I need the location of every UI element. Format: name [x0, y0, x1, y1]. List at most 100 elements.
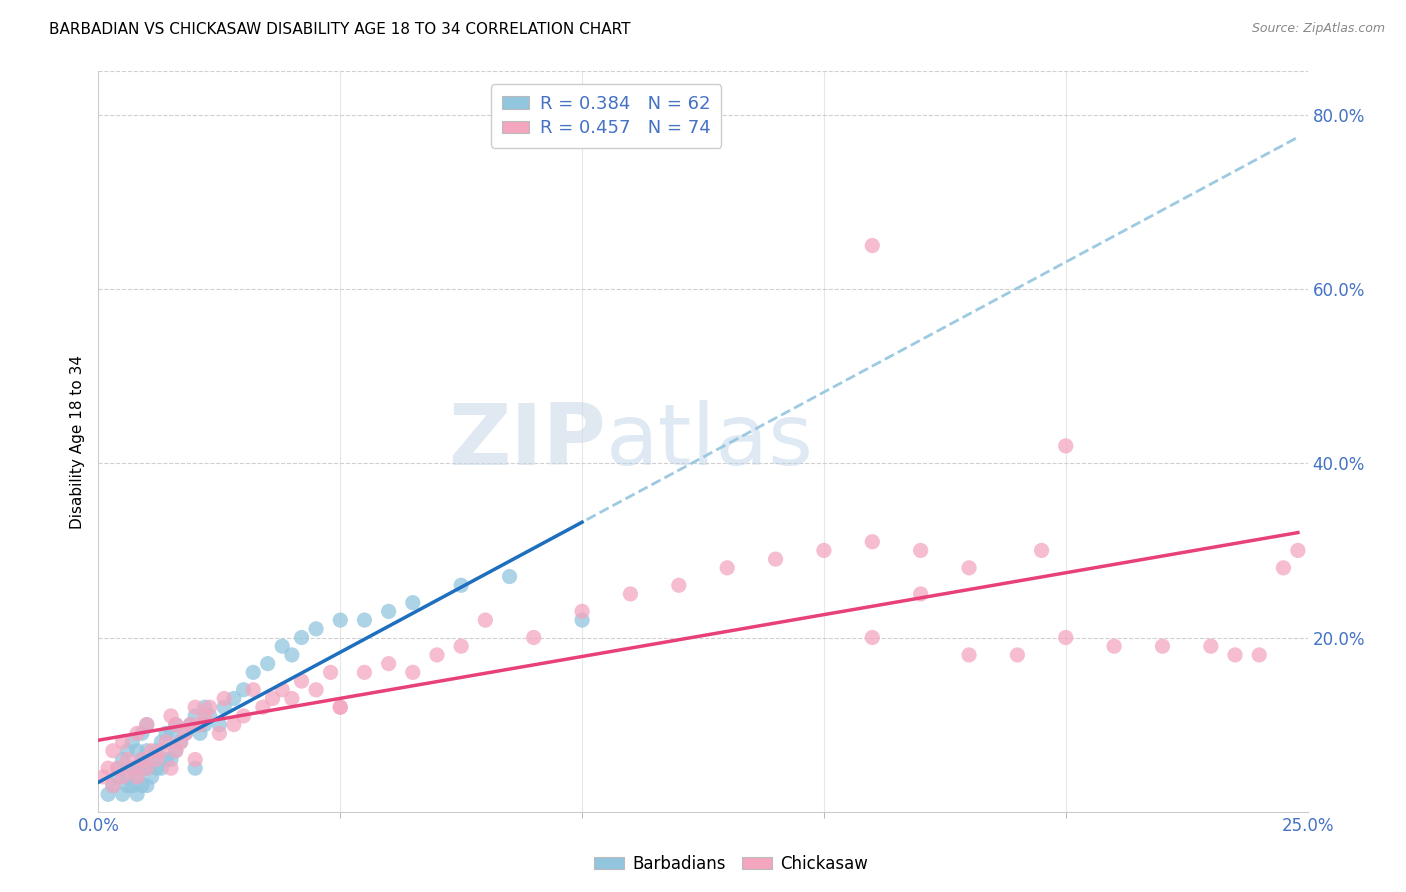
Point	[145, 761, 167, 775]
Point	[141, 744, 163, 758]
Point	[127, 761, 149, 775]
Point	[91, 770, 114, 784]
Point	[121, 779, 143, 793]
Point	[1054, 631, 1077, 645]
Point	[860, 238, 883, 252]
Point	[160, 709, 183, 723]
Point	[498, 569, 520, 583]
Point	[160, 752, 183, 766]
Point	[208, 717, 231, 731]
Point	[184, 761, 207, 775]
Point	[353, 665, 375, 680]
Point	[353, 613, 375, 627]
Legend: R = 0.384   N = 62, R = 0.457   N = 74: R = 0.384 N = 62, R = 0.457 N = 74	[491, 84, 721, 148]
Text: Source: ZipAtlas.com: Source: ZipAtlas.com	[1251, 22, 1385, 36]
Point	[111, 770, 134, 784]
Point	[135, 717, 157, 731]
Point	[329, 613, 352, 627]
Point	[117, 770, 139, 784]
Point	[402, 596, 425, 610]
Point	[169, 735, 191, 749]
Point	[813, 543, 835, 558]
Point	[127, 744, 149, 758]
Point	[131, 726, 153, 740]
Point	[150, 761, 173, 775]
Point	[117, 752, 139, 766]
Point	[184, 709, 207, 723]
Point	[141, 770, 163, 784]
Point	[208, 726, 231, 740]
Point	[290, 674, 312, 689]
Point	[117, 779, 139, 793]
Point	[290, 631, 312, 645]
Point	[1286, 543, 1309, 558]
Point	[1199, 639, 1222, 653]
Point	[305, 682, 328, 697]
Point	[377, 657, 399, 671]
Point	[111, 735, 134, 749]
Point	[252, 700, 274, 714]
Point	[716, 561, 738, 575]
Point	[101, 779, 124, 793]
Point	[101, 779, 124, 793]
Point	[127, 726, 149, 740]
Point	[155, 735, 177, 749]
Text: atlas: atlas	[606, 400, 814, 483]
Point	[198, 700, 221, 714]
Point	[271, 639, 294, 653]
Point	[165, 717, 187, 731]
Point	[145, 752, 167, 766]
Point	[329, 700, 352, 714]
Point	[121, 735, 143, 749]
Point	[212, 691, 235, 706]
Point	[135, 761, 157, 775]
Point	[860, 534, 883, 549]
Point	[242, 665, 264, 680]
Point	[127, 770, 149, 784]
Point	[765, 552, 787, 566]
Point	[194, 709, 217, 723]
Text: ZIP: ZIP	[449, 400, 606, 483]
Point	[1102, 639, 1125, 653]
Point	[121, 761, 143, 775]
Point	[184, 700, 207, 714]
Point	[212, 700, 235, 714]
Point	[127, 770, 149, 784]
Point	[571, 613, 593, 627]
Point	[198, 709, 221, 723]
Point	[141, 752, 163, 766]
Point	[155, 752, 177, 766]
Point	[1249, 648, 1271, 662]
Point	[910, 587, 932, 601]
Point	[957, 561, 980, 575]
Point	[135, 717, 157, 731]
Point	[101, 744, 124, 758]
Point	[160, 761, 183, 775]
Point	[377, 604, 399, 618]
Point	[450, 639, 472, 653]
Point	[262, 691, 284, 706]
Point	[127, 787, 149, 801]
Point	[165, 717, 187, 731]
Point	[957, 648, 980, 662]
Point	[150, 744, 173, 758]
Text: BARBADIAN VS CHICKASAW DISABILITY AGE 18 TO 34 CORRELATION CHART: BARBADIAN VS CHICKASAW DISABILITY AGE 18…	[49, 22, 631, 37]
Point	[232, 709, 254, 723]
Point	[426, 648, 449, 662]
Point	[188, 726, 211, 740]
Point	[107, 761, 129, 775]
Point	[135, 779, 157, 793]
Point	[179, 717, 201, 731]
Point	[281, 691, 304, 706]
Point	[450, 578, 472, 592]
Point	[668, 578, 690, 592]
Point	[256, 657, 278, 671]
Point	[271, 682, 294, 697]
Point	[150, 735, 173, 749]
Legend: Barbadians, Chickasaw: Barbadians, Chickasaw	[588, 848, 875, 880]
Point	[165, 744, 187, 758]
Point	[1152, 639, 1174, 653]
Point	[305, 622, 328, 636]
Point	[571, 604, 593, 618]
Point	[111, 752, 134, 766]
